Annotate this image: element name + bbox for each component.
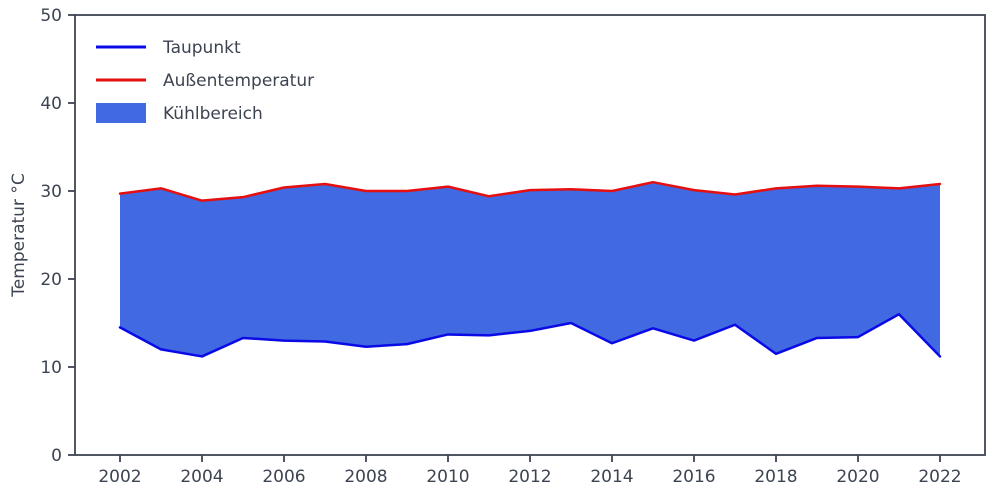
- y-axis-label: Temperatur °C: [9, 173, 29, 297]
- x-tick-label: 2010: [426, 467, 469, 487]
- x-tick-label: 2002: [98, 467, 141, 487]
- x-tick-label: 2004: [180, 467, 223, 487]
- legend-item: Außentemperatur: [96, 71, 314, 91]
- y-tick-label: 50: [40, 6, 62, 26]
- y-tick-label: 0: [51, 446, 62, 466]
- legend-patch-sample: [96, 103, 146, 123]
- legend-item: Taupunkt: [96, 38, 241, 58]
- y-tick-label: 30: [40, 182, 62, 202]
- legend: Taupunkt Außentemperatur Kühlbereich: [96, 38, 314, 124]
- y-tick-label: 40: [40, 94, 62, 114]
- x-tick-label: 2018: [754, 467, 797, 487]
- fill-kuehlbereich: [120, 182, 940, 357]
- legend-label: Außentemperatur: [163, 71, 314, 91]
- x-tick-label: 2014: [590, 467, 633, 487]
- x-tick-label: 2006: [262, 467, 305, 487]
- y-tick-label: 20: [40, 270, 62, 290]
- y-tick-label: 10: [40, 358, 62, 378]
- line-außentemperatur: [118, 180, 942, 202]
- legend-item: Kühlbereich: [96, 103, 263, 124]
- x-tick-label: 2016: [672, 467, 715, 487]
- x-tick-label: 2020: [836, 467, 879, 487]
- x-tick-label: 2008: [344, 467, 387, 487]
- x-tick-label: 2012: [508, 467, 551, 487]
- legend-label: Kühlbereich: [163, 104, 263, 124]
- x-tick-label: 2022: [918, 467, 961, 487]
- line-taupunkt: [118, 312, 942, 358]
- y-axis: 0 10 20 30 40 50: [40, 6, 75, 466]
- legend-label: Taupunkt: [162, 38, 241, 58]
- x-axis: 2002 2004 2006 2008 2010 2012 2014 2016 2018 2020…: [98, 455, 962, 487]
